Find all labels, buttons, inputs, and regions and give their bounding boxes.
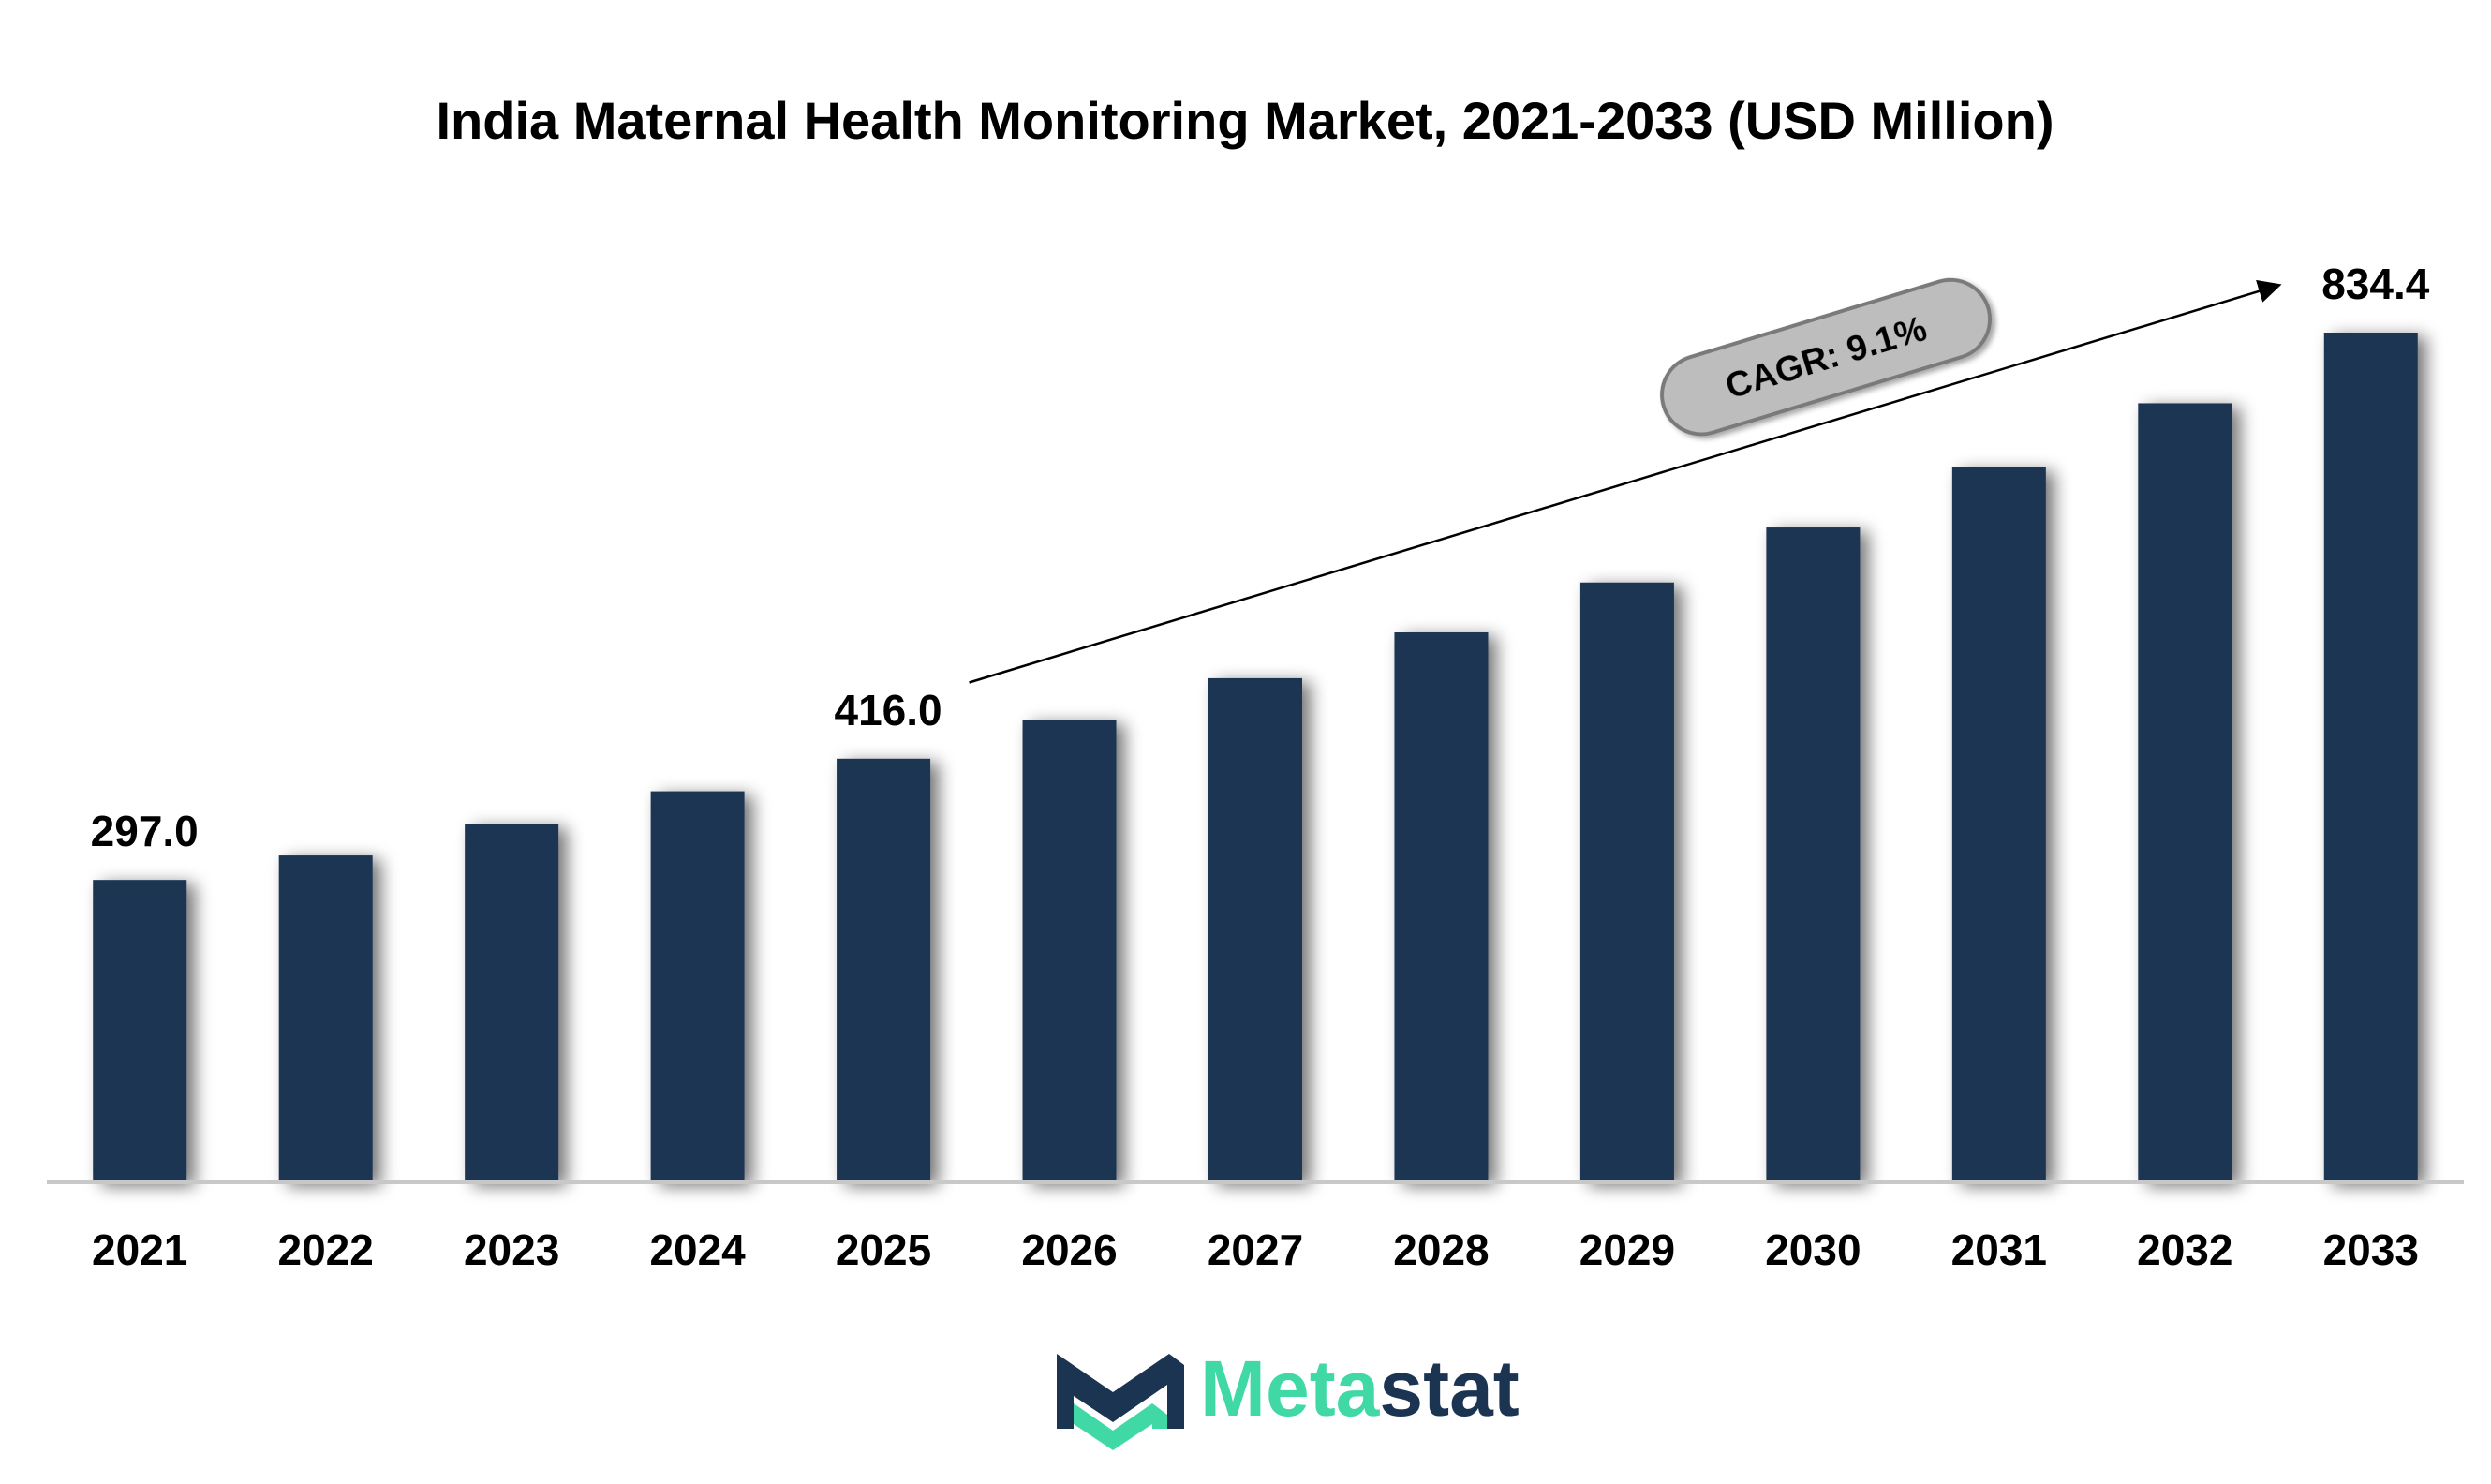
x-tick-2029: 2029 <box>1579 1225 1675 1274</box>
bar-2028 <box>1394 632 1489 1182</box>
bar-2021 <box>93 880 187 1182</box>
x-tick-2028: 2028 <box>1393 1225 1489 1274</box>
brand-name-part1: Meta <box>1200 1344 1381 1432</box>
bar-2033 <box>2323 333 2418 1182</box>
bar-2027 <box>1208 677 1302 1182</box>
brand-name-part2: stat <box>1379 1344 1519 1432</box>
x-tick-2030: 2030 <box>1765 1225 1861 1274</box>
brand-logo: Metastat <box>1057 1344 1520 1450</box>
cagr-arrow <box>969 279 2282 684</box>
bar-2023 <box>465 824 559 1182</box>
x-tick-2031: 2031 <box>1951 1225 2047 1274</box>
bar-2030 <box>1766 527 1861 1182</box>
x-tick-labels: 2021 2022 2023 2024 2025 2026 2027 2028 2029 2030… <box>92 1225 2419 1274</box>
x-tick-2022: 2022 <box>278 1225 374 1274</box>
bar-2031 <box>1951 467 2046 1183</box>
bar-2026 <box>1022 720 1117 1182</box>
bars <box>93 333 2418 1183</box>
chart-title: India Maternal Health Monitoring Market,… <box>437 91 2054 150</box>
cagr-badge: CAGR: 9.1% <box>1660 277 1993 437</box>
x-tick-2033: 2033 <box>2323 1225 2419 1274</box>
data-label-2021: 297.0 <box>91 807 199 855</box>
x-tick-2024: 2024 <box>649 1225 746 1274</box>
bar-2032 <box>2138 403 2232 1183</box>
x-tick-2032: 2032 <box>2137 1225 2232 1274</box>
x-tick-2023: 2023 <box>464 1225 559 1274</box>
bar-2029 <box>1579 582 1674 1182</box>
x-tick-2026: 2026 <box>1021 1225 1117 1274</box>
data-label-2025: 416.0 <box>835 686 942 735</box>
x-tick-2025: 2025 <box>836 1225 931 1274</box>
bar-2025 <box>837 758 931 1182</box>
data-label-2033: 834.4 <box>2321 260 2430 308</box>
metastat-m-logo-icon <box>1057 1354 1184 1450</box>
brand-name: Metastat <box>1200 1344 1520 1432</box>
bar-2022 <box>278 855 373 1182</box>
x-tick-2027: 2027 <box>1208 1225 1303 1274</box>
bar-2024 <box>650 791 745 1182</box>
x-tick-2021: 2021 <box>92 1225 187 1274</box>
cagr-badge-shape <box>1660 277 1993 437</box>
data-labels: 297.0 416.0 834.4 <box>91 260 2430 855</box>
